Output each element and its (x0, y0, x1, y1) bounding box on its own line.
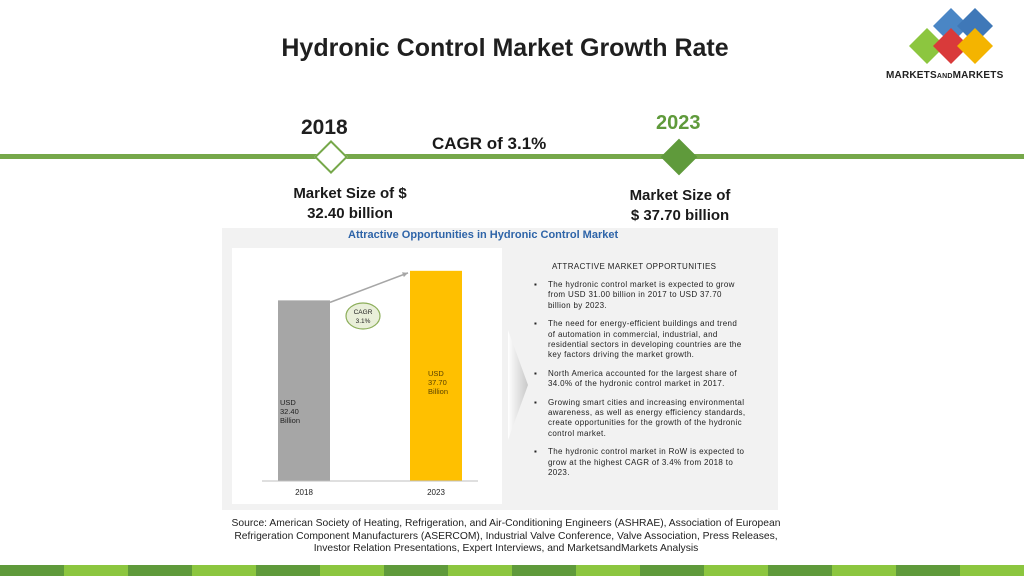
bar-data-label: USD (428, 369, 444, 378)
bar-data-label: Billion (428, 387, 448, 396)
growth-arrow (329, 272, 409, 304)
footer-segment (640, 565, 704, 576)
footer-segment (768, 565, 832, 576)
logo-diamond-yellow (957, 28, 993, 64)
year-start: 2018 (301, 116, 348, 139)
bar-2018 (278, 300, 330, 481)
footer-segment (320, 565, 384, 576)
footer-segment (192, 565, 256, 576)
bar-2023 (410, 270, 462, 481)
growth-arrow-head (402, 272, 408, 278)
logo-text: MARKETSANDMARKETS (886, 70, 1004, 81)
cagr-annotation: CAGR (354, 309, 373, 316)
cagr-bubble (345, 302, 381, 330)
page-title: Hydronic Control Market Growth Rate (281, 34, 729, 62)
footer-segment (896, 565, 960, 576)
list-item: North America accounted for the largest … (534, 369, 746, 390)
list-item: The hydronic control market is expected … (534, 280, 746, 311)
list-item: The hydronic control market in RoW is ex… (534, 447, 746, 478)
market-bar-chart: USD32.40Billion2018USD37.70Billion2023CA… (262, 270, 478, 497)
bar-data-label: 37.70 (428, 378, 447, 387)
footer-segment (384, 565, 448, 576)
footer-segment (704, 565, 768, 576)
cagr-label: CAGR of 3.1% (432, 134, 547, 153)
footer-segment (128, 565, 192, 576)
bar-data-label: 32.40 (280, 407, 299, 416)
market-size-end: Market Size of $ 37.70 billion (629, 187, 731, 224)
footer-segment (576, 565, 640, 576)
footer-segment (832, 565, 896, 576)
logo-diamond-blue-right (957, 8, 993, 44)
footer-segment (64, 565, 128, 576)
marketsandmarkets-logo-icon (909, 8, 993, 64)
list-item: The need for energy-efficient buildings … (534, 319, 746, 361)
source-note: Source: American Society of Heating, Ref… (231, 518, 781, 554)
timeline-bar (0, 154, 1024, 159)
logo-diamond-red (933, 28, 969, 64)
timeline-marker-start (314, 140, 348, 174)
timeline-marker-end (660, 138, 698, 176)
opportunities-title: ATTRACTIVE MARKET OPPORTUNITIES (552, 262, 717, 271)
logo-diamond-green (909, 28, 945, 64)
market-size-start: Market Size of $ 32.40 billion (293, 185, 407, 222)
footer-stripe (0, 565, 1024, 576)
x-tick-label: 2023 (427, 488, 445, 497)
bar-data-label: USD (280, 398, 296, 407)
footer-segment (448, 565, 512, 576)
bar-data-label: Billion (280, 416, 300, 425)
footer-segment (512, 565, 576, 576)
chevron-right-icon (508, 330, 528, 440)
list-item: Growing smart cities and increasing envi… (534, 398, 746, 440)
logo-diamond-blue (933, 8, 969, 44)
infographic-title: Attractive Opportunities in Hydronic Con… (348, 229, 619, 241)
year-end: 2023 (656, 112, 701, 134)
x-tick-label: 2018 (295, 488, 313, 497)
cagr-annotation: 3.1% (356, 318, 371, 325)
footer-segment (256, 565, 320, 576)
footer-segment (0, 565, 64, 576)
opportunities-list: The hydronic control market is expected … (534, 280, 746, 487)
footer-segment (960, 565, 1024, 576)
